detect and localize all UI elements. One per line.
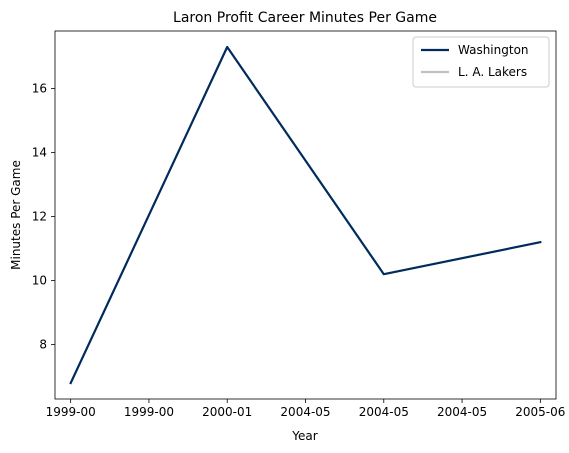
- legend: Washington L. A. Lakers: [412, 36, 550, 88]
- x-tick-label: 2004-05: [359, 405, 409, 419]
- x-tick-label: 2004-05: [280, 405, 330, 419]
- legend-label-1: Washington: [458, 43, 529, 57]
- chart-title: Laron Profit Career Minutes Per Game: [173, 10, 437, 26]
- series-line-1: [69, 45, 542, 385]
- y-tick-label: 14: [32, 146, 47, 160]
- y-tick-label: 12: [32, 210, 47, 224]
- x-axis-label: Year: [291, 429, 317, 443]
- x-tick-label: 1999-00: [124, 405, 174, 419]
- plot-area: 1999-00 1999-00 2000-01 2004-05 2004-05 2004-…: [32, 30, 565, 419]
- y-tick-label: 8: [39, 338, 47, 352]
- y-tick-label: 16: [32, 82, 47, 96]
- legend-label-2: L. A. Lakers: [458, 65, 527, 79]
- y-tick-label: 10: [32, 274, 47, 288]
- x-tick-label: 1999-00: [46, 405, 96, 419]
- y-axis-label: Minutes Per Game: [9, 160, 23, 270]
- x-tick-label: 2005-06: [515, 405, 565, 419]
- x-tick-label: 2004-05: [437, 405, 487, 419]
- x-tick-label: 2000-01: [202, 405, 252, 419]
